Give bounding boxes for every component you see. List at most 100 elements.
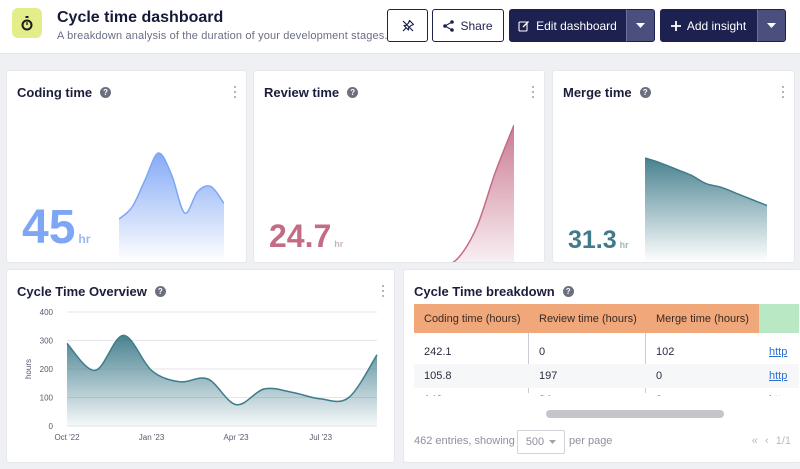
page-size-value: 500	[525, 436, 545, 448]
column-header-link[interactable]	[759, 304, 799, 333]
per-page-label: per page	[569, 435, 613, 447]
cell-link[interactable]: http	[759, 388, 799, 396]
entries-count: 462 entries, showing	[414, 435, 515, 447]
review-sparkline	[366, 124, 514, 262]
add-insight-dropdown[interactable]	[757, 9, 786, 42]
merge-value-number: 31.3	[568, 226, 617, 254]
card-title: Cycle Time breakdown	[414, 284, 555, 299]
caret-down-icon	[767, 23, 776, 28]
help-icon[interactable]: ?	[100, 87, 112, 98]
y-tick-label: 300	[40, 337, 54, 346]
review-value-number: 24.7	[269, 218, 332, 254]
x-tick-label: Jul '23	[309, 433, 332, 442]
dashboard-header: Cycle time dashboard A breakdown analysi…	[0, 0, 800, 54]
coding-area	[119, 152, 224, 262]
add-insight-button[interactable]: Add insight	[660, 9, 757, 42]
column-header-review[interactable]: Review time (hours)	[539, 312, 637, 325]
overview-line	[66, 334, 378, 406]
cell-coding: 242.1	[424, 346, 452, 358]
stopwatch-icon	[12, 8, 42, 38]
help-icon[interactable]: ?	[639, 87, 651, 98]
review-line	[452, 124, 514, 262]
unpin-icon	[402, 19, 414, 31]
card-menu-icon[interactable]	[380, 284, 386, 298]
edit-dashboard-label: Edit dashboard	[536, 18, 617, 33]
coding-time-value: 45 hr	[22, 204, 90, 252]
horizontal-scrollbar[interactable]	[546, 410, 724, 418]
x-tick-label: Jan '23	[139, 433, 165, 442]
edit-dashboard-dropdown[interactable]	[626, 9, 655, 42]
column-header-coding[interactable]: Coding time (hours)	[424, 312, 521, 325]
page-indicator: 1/1	[775, 435, 791, 447]
table-row[interactable]: 242.1 0 102 http	[414, 340, 799, 364]
cell-merge: 102	[656, 346, 675, 358]
review-value-unit: hr	[334, 239, 344, 249]
unpin-button[interactable]	[387, 9, 428, 42]
share-icon	[443, 19, 455, 32]
card-title: Cycle Time Overview	[17, 284, 147, 299]
card-title: Merge time	[563, 85, 632, 100]
share-label: Share	[460, 18, 493, 33]
review-area	[366, 125, 514, 262]
cycle-time-breakdown-card: Cycle Time breakdown ? Coding time (hour…	[404, 270, 800, 462]
caret-down-icon	[636, 23, 645, 28]
cell-review: 0	[539, 346, 546, 358]
table-row[interactable]: 148 84 0 http	[414, 388, 799, 396]
column-header-merge[interactable]: Merge time (hours)	[656, 312, 749, 325]
cycle-time-overview-card: Cycle Time Overview ? 0 100 200 300 400 hours…	[7, 270, 394, 462]
coding-value-number: 45	[22, 201, 76, 254]
y-tick-label: 400	[40, 308, 54, 317]
breakdown-table: Coding time (hours) Review time (hours) …	[414, 304, 799, 396]
card-menu-icon[interactable]	[530, 85, 536, 99]
merge-time-value: 31.3 hr	[568, 228, 629, 253]
page-subtitle: A breakdown analysis of the duration of …	[57, 30, 388, 42]
y-tick-label: 100	[40, 394, 54, 403]
first-page-icon[interactable]: «	[751, 435, 758, 447]
y-axis-label: hours	[24, 359, 33, 379]
edit-dashboard-button[interactable]: Edit dashboard	[509, 9, 626, 42]
card-title: Coding time	[17, 85, 93, 100]
cell-merge: 0	[656, 370, 663, 382]
cell-merge: 0	[646, 388, 759, 396]
merge-sparkline	[645, 157, 767, 262]
prev-page-icon[interactable]: ‹	[764, 435, 769, 447]
cell-link[interactable]: http	[769, 346, 788, 358]
coding-time-card: Coding time ? 45 hr	[7, 71, 246, 262]
add-insight-label: Add insight	[686, 18, 747, 33]
column-divider	[645, 333, 646, 393]
card-title: Review time	[264, 85, 340, 100]
table-header: Coding time (hours) Review time (hours) …	[414, 304, 799, 333]
card-menu-icon[interactable]	[232, 85, 238, 99]
page-title: Cycle time dashboard	[57, 9, 224, 26]
help-icon[interactable]: ?	[562, 286, 574, 297]
help-icon[interactable]: ?	[347, 87, 359, 98]
overview-area	[67, 335, 377, 426]
cell-review: 84	[529, 388, 646, 396]
cell-link[interactable]: http	[769, 370, 788, 382]
x-tick-label: Oct '22	[54, 433, 80, 442]
column-divider	[528, 333, 529, 393]
caret-down-icon	[549, 440, 557, 444]
table-footer: 462 entries, showing 500 per page « ‹ 1/…	[414, 430, 799, 454]
merge-time-card: Merge time ? 31.3 hr	[553, 71, 794, 262]
pagination: « ‹ 1/1	[752, 435, 791, 447]
plus-icon	[670, 20, 681, 31]
share-button[interactable]: Share	[432, 9, 504, 42]
coding-value-unit: hr	[78, 232, 91, 246]
edit-icon	[518, 20, 530, 32]
coding-sparkline	[119, 152, 224, 262]
merge-value-unit: hr	[619, 240, 629, 250]
cell-coding: 148	[414, 388, 529, 396]
y-tick-label: 200	[40, 365, 54, 374]
cell-coding: 105.8	[424, 370, 452, 382]
table-row[interactable]: 105.8 197 0 http	[414, 364, 799, 388]
review-time-value: 24.7 hr	[269, 220, 343, 252]
merge-line	[645, 157, 767, 207]
help-icon[interactable]: ?	[154, 286, 166, 297]
review-time-card: Review time ? 24.7 hr	[254, 71, 544, 262]
page-size-select[interactable]: 500	[517, 430, 565, 454]
card-menu-icon[interactable]	[780, 85, 786, 99]
y-tick-label: 0	[49, 422, 54, 431]
coding-line	[119, 152, 224, 220]
merge-area	[645, 158, 767, 262]
